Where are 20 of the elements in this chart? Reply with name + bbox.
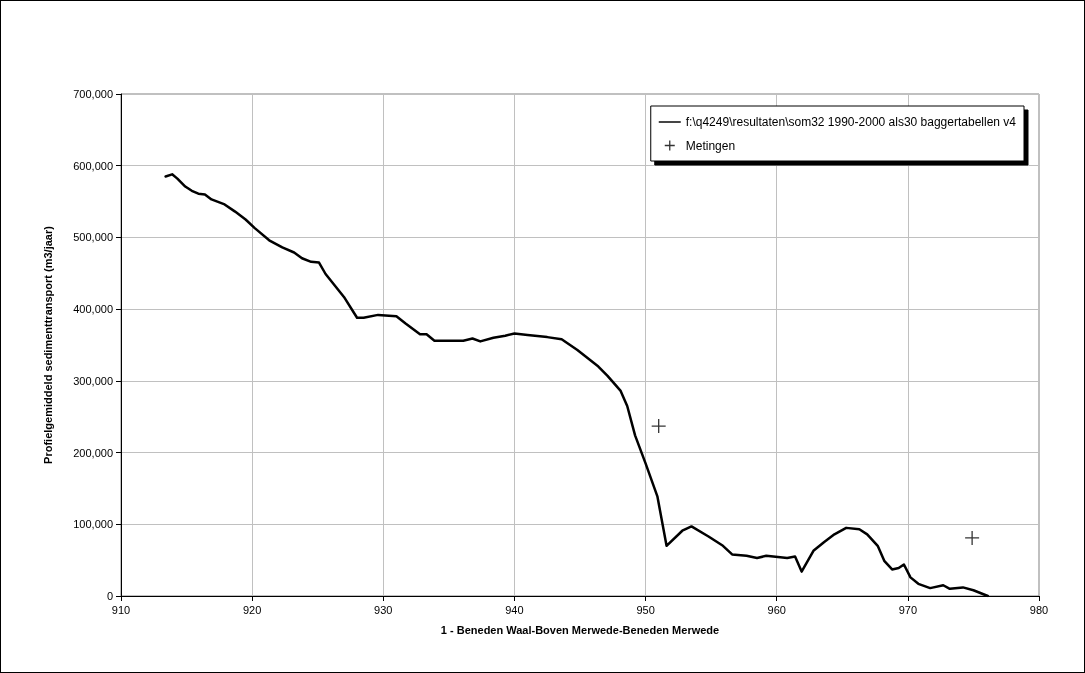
y-tick-label: 700,000: [73, 88, 113, 100]
x-tick-label: 970: [898, 603, 918, 616]
legend-label: Metingen: [685, 138, 736, 153]
x-tick-label: 960: [767, 603, 786, 616]
y-tick-label: 0: [106, 590, 113, 602]
x-tick-label: 910: [111, 603, 131, 616]
x-axis-title: 1 - Beneden Waal-Boven Merwede-Beneden Merwede: [440, 623, 720, 636]
x-tick-label: 980: [1029, 603, 1049, 616]
y-tick-label: 200,000: [73, 446, 113, 459]
y-tick-label: 100,000: [73, 518, 113, 531]
x-tick-label: 930: [374, 603, 393, 616]
x-tick-label: 920: [242, 603, 262, 616]
y-tick-label: 300,000: [73, 374, 113, 387]
y-axis-title: Profielgemiddeld sedimenttransport (m3/jaar): [41, 225, 54, 464]
y-tick-label: 500,000: [73, 231, 113, 244]
y-tick-label: 400,000: [73, 303, 113, 316]
x-tick-label: 950: [636, 603, 655, 616]
y-tick-label: 600,000: [73, 159, 113, 172]
legend-label: f:\q4249\resultaten\som32 1990-2000 als30 baggertabellen v4: [685, 115, 1017, 129]
x-tick-label: 940: [505, 603, 524, 616]
